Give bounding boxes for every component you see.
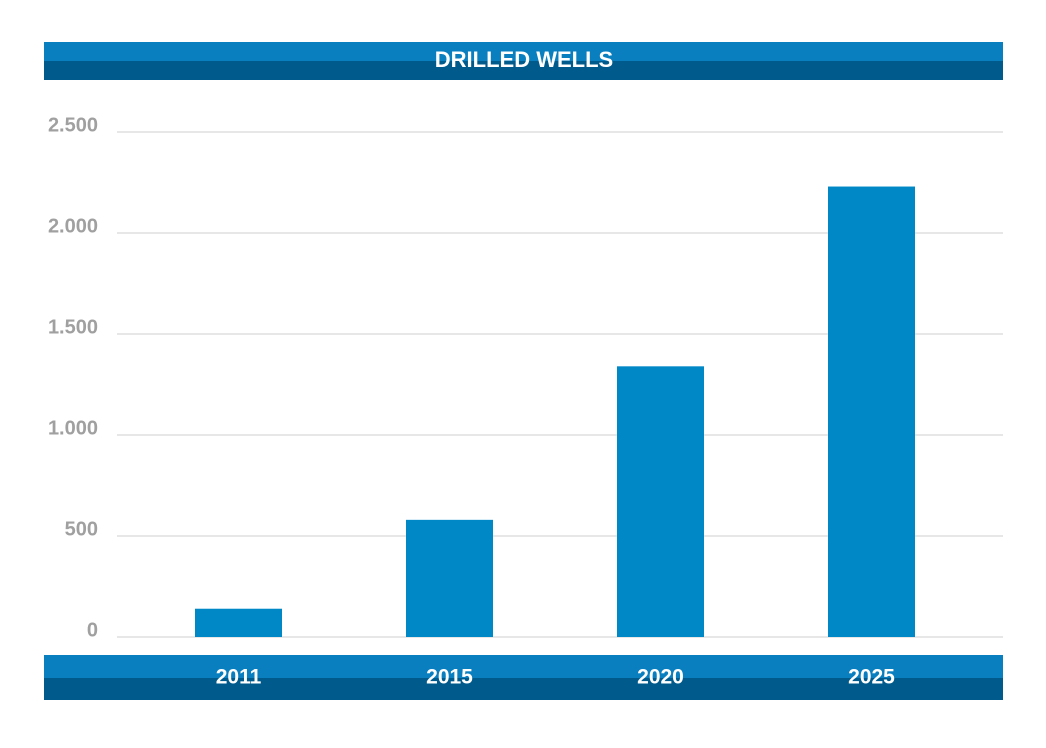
y-tick-label: 500 — [65, 518, 98, 540]
y-tick-label: 2.500 — [48, 114, 98, 136]
bar — [195, 608, 282, 637]
axis-band-bottom — [44, 678, 1003, 700]
x-tick-label: 2015 — [426, 666, 473, 689]
title-band-top — [44, 42, 1003, 61]
bar — [406, 519, 493, 637]
chart-title: DRILLED WELLS — [435, 47, 613, 72]
x-tick-label: 2020 — [637, 666, 684, 689]
y-tick-label: 0 — [87, 619, 98, 641]
title-band-bottom — [44, 61, 1003, 80]
y-tick-label: 1.000 — [48, 417, 98, 439]
axis-band-top — [44, 655, 1003, 678]
x-tick-label: 2025 — [848, 666, 895, 689]
bar — [828, 186, 915, 638]
y-tick-label: 1.500 — [48, 316, 98, 338]
x-tick-label: 2011 — [216, 666, 262, 689]
y-tick-label: 2.000 — [48, 215, 98, 237]
bar — [617, 366, 704, 637]
